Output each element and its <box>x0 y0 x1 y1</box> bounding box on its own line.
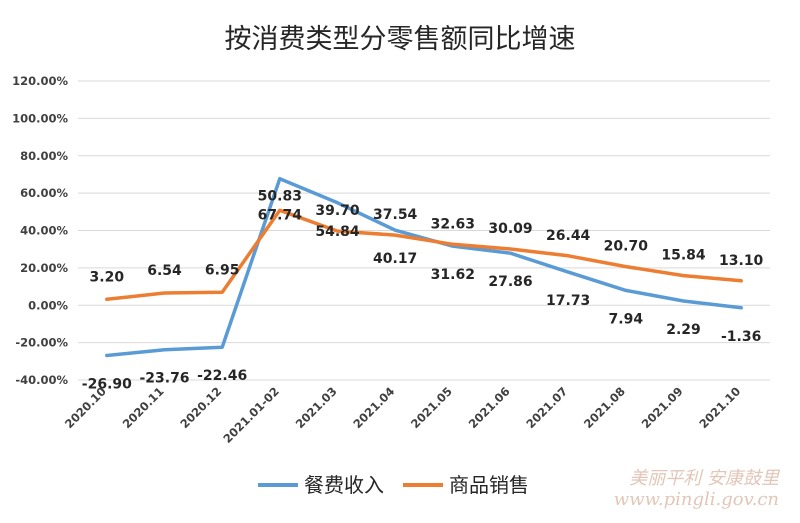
data-label-goods: 32.63 <box>431 216 475 232</box>
y-tick-label: 80.00% <box>20 149 68 163</box>
y-tick-label: -20.00% <box>15 336 68 350</box>
data-label-goods: 3.20 <box>90 269 125 285</box>
x-tick-label: 2021.05 <box>408 384 455 431</box>
legend: 餐费收入 商品销售 <box>258 473 529 497</box>
data-label-goods: 6.54 <box>147 263 182 279</box>
y-tick-label: 0.00% <box>28 298 68 312</box>
data-label-goods: 20.70 <box>604 239 649 255</box>
y-tick-label: 40.00% <box>20 224 68 238</box>
data-labels: -26.90 3.20 -23.76 6.54 -22.46 6.95 67.74 50.83… <box>82 189 764 393</box>
x-tick-label: 2021.07 <box>523 384 570 431</box>
x-tick-label: 2020.12 <box>177 384 224 431</box>
data-label-catering: 27.86 <box>488 274 532 290</box>
legend-label: 餐费收入 <box>304 473 384 497</box>
series-line-goods <box>105 208 743 302</box>
y-axis: -40.00% -20.00% 0.00% 20.00% 40.00% 60.00% 80.… <box>12 74 68 387</box>
x-tick-label: 2021.10 <box>696 384 743 431</box>
y-tick-label: 120.00% <box>12 74 68 88</box>
data-label-catering: 2.29 <box>666 322 701 338</box>
data-label-catering: -26.90 <box>82 377 132 393</box>
watermark-line2: www.pingli.gov.cn <box>614 489 779 510</box>
data-label-catering: -23.76 <box>139 371 189 387</box>
x-tick-label: 2021.01-02 <box>220 384 282 446</box>
data-label-goods: 6.95 <box>205 262 240 278</box>
y-tick-label: -40.00% <box>15 373 68 387</box>
watermark-line1: 美丽平利 安康鼓里 <box>629 468 781 489</box>
grid-lines <box>78 80 770 381</box>
data-label-goods: 50.83 <box>258 189 302 205</box>
data-label-goods: 26.44 <box>546 228 591 244</box>
data-label-catering: 67.74 <box>258 208 303 224</box>
data-label-goods: 30.09 <box>488 221 532 237</box>
data-label-catering: 31.62 <box>431 267 475 283</box>
data-label-goods: 37.54 <box>373 207 418 223</box>
data-label-catering: -22.46 <box>197 368 247 384</box>
y-tick-label: 60.00% <box>20 186 68 200</box>
y-tick-label: 100.00% <box>12 111 68 125</box>
y-tick-label: 20.00% <box>20 261 68 275</box>
x-tick-label: 2021.08 <box>581 384 628 431</box>
data-label-catering: 54.84 <box>315 224 360 240</box>
data-label-catering: 40.17 <box>373 251 417 267</box>
series-line-catering <box>105 176 743 358</box>
data-label-catering: -1.36 <box>721 329 761 345</box>
series-lines <box>105 176 743 358</box>
watermark: 美丽平利 安康鼓里 www.pingli.gov.cn <box>614 468 781 510</box>
data-label-goods: 13.10 <box>719 253 764 269</box>
data-label-catering: 17.73 <box>546 293 590 309</box>
data-label-goods: 15.84 <box>661 248 706 264</box>
x-tick-label: 2021.03 <box>293 384 340 431</box>
x-tick-label: 2021.04 <box>350 384 397 431</box>
data-label-goods: 39.70 <box>315 203 360 219</box>
chart-title: 按消费类型分零售额同比增速 <box>225 24 576 55</box>
legend-label: 商品销售 <box>449 473 529 497</box>
x-tick-label: 2021.06 <box>466 384 513 431</box>
data-label-catering: 7.94 <box>609 311 644 327</box>
x-tick-label: 2021.09 <box>639 384 686 431</box>
